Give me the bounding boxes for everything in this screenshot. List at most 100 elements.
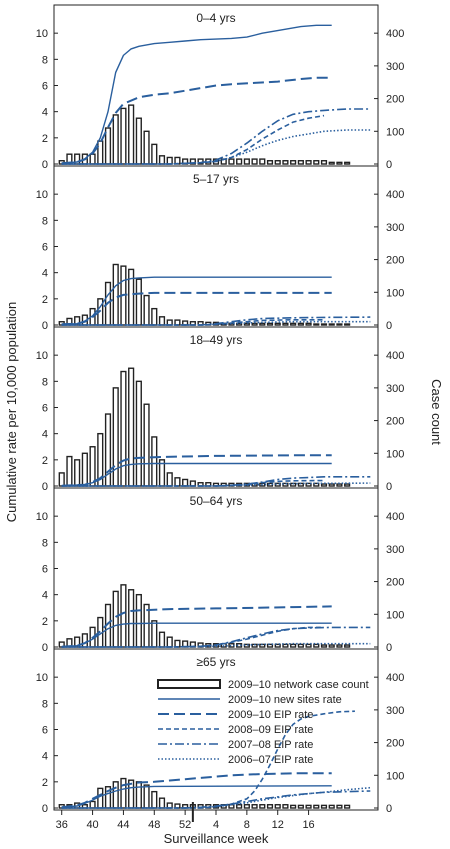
left-tick-label: 8	[42, 537, 48, 549]
right-tick-label: 300	[386, 705, 404, 717]
bar	[344, 323, 351, 326]
bar	[128, 367, 135, 487]
bar	[81, 633, 88, 648]
series-eip_0910	[61, 605, 332, 648]
legend-label: 2008–09 EIP rate	[228, 724, 313, 736]
bar	[274, 160, 281, 165]
right-tick-label: 200	[386, 416, 404, 428]
bar	[266, 804, 274, 809]
bar	[344, 804, 351, 809]
left-tick-label: 4	[42, 590, 48, 602]
bar	[344, 161, 351, 165]
left-tick-label: 0	[42, 803, 48, 815]
bar	[112, 387, 119, 487]
legend-item-eip_0708: 2007–08 EIP rate	[158, 739, 313, 751]
right-tick-label: 200	[386, 577, 404, 589]
bar	[166, 636, 173, 648]
legend-item-eip_0910: 2009–10 EIP rate	[158, 709, 313, 721]
x-tick-label: 8	[244, 819, 250, 831]
legend-item-bars: 2009–10 network case count	[157, 679, 369, 691]
bar	[166, 156, 173, 165]
bar	[128, 104, 135, 165]
series-eip_0809	[61, 114, 325, 165]
bar	[305, 160, 312, 165]
bar	[320, 160, 328, 165]
left-tick-label: 2	[42, 133, 48, 145]
left-tick-label: 8	[42, 698, 48, 710]
right-tick-label: 100	[386, 770, 404, 782]
bar	[66, 455, 73, 487]
bar	[290, 804, 297, 809]
series-eip_0708	[61, 108, 371, 165]
left-tick-label: 8	[42, 54, 48, 66]
bar	[305, 804, 312, 809]
bar	[259, 804, 266, 809]
series-new_sites	[61, 24, 332, 164]
left-tick-label: 0	[42, 481, 48, 493]
bar	[266, 160, 274, 165]
bar	[297, 322, 304, 326]
bar	[89, 446, 96, 487]
bar	[151, 143, 158, 165]
x-tick-label: 52	[179, 819, 191, 831]
right-tick-label: 400	[386, 28, 404, 40]
bar	[290, 160, 297, 165]
x-tick-label: 44	[117, 819, 129, 831]
bar	[182, 478, 189, 487]
left-tick-label: 6	[42, 403, 48, 415]
x-axis-title: Surveillance week	[164, 831, 269, 846]
left-tick-label: 4	[42, 268, 48, 280]
legend-label: 2006–07 EIP rate	[228, 754, 313, 766]
bar	[128, 268, 135, 326]
legend-label: 2009–10 network case count	[228, 679, 369, 691]
bar	[58, 472, 65, 487]
left-tick-label: 10	[36, 189, 48, 201]
bar	[282, 160, 289, 165]
bar	[89, 800, 96, 809]
right-tick-label: 0	[386, 803, 392, 815]
panel-title: 0–4 yrs	[196, 11, 235, 25]
bar	[97, 787, 104, 809]
left-axis-title: Cumulative rate per 10,000 population	[4, 302, 19, 522]
bar	[120, 777, 127, 809]
left-tick-label: 6	[42, 81, 48, 93]
right-tick-label: 200	[386, 255, 404, 267]
left-tick-label: 10	[36, 28, 48, 40]
bar	[320, 483, 328, 487]
bar	[282, 804, 289, 809]
bar	[259, 158, 266, 165]
bar	[135, 380, 142, 487]
bar	[305, 643, 312, 648]
series-eip_0607	[61, 786, 371, 809]
right-tick-label: 200	[386, 94, 404, 106]
bar	[189, 158, 196, 165]
bar	[336, 161, 343, 165]
x-tick-label: 36	[56, 819, 68, 831]
bar	[151, 790, 158, 809]
series-eip_0910	[61, 772, 332, 809]
right-tick-label: 100	[386, 448, 404, 460]
right-tick-label: 100	[386, 609, 404, 621]
series-eip_0809	[61, 626, 324, 648]
series-eip_0910	[61, 454, 332, 487]
bar	[313, 804, 320, 809]
bar	[112, 781, 119, 809]
right-tick-label: 400	[386, 350, 404, 362]
bar	[313, 323, 320, 326]
bar	[120, 107, 127, 165]
bar	[236, 158, 243, 165]
bar	[251, 804, 258, 809]
series-eip_0607	[61, 642, 371, 648]
bar	[274, 322, 281, 326]
bar	[158, 797, 166, 809]
bar	[320, 804, 328, 809]
series-eip_0607	[61, 129, 371, 165]
series-eip_0910	[61, 291, 332, 326]
bar	[251, 158, 258, 165]
bar	[274, 804, 281, 809]
series-eip_0607	[61, 320, 371, 326]
bar	[328, 161, 335, 165]
